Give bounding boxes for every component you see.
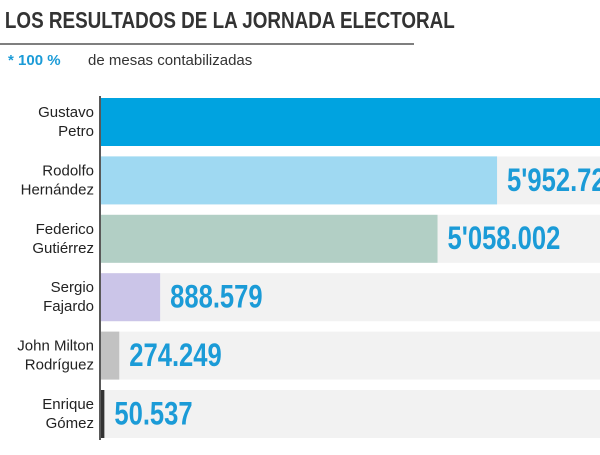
bar [101, 214, 438, 263]
value-label: 5'952.72 [507, 163, 600, 198]
row-background [101, 273, 600, 322]
value-label: 5'058.002 [448, 222, 561, 257]
bar [101, 273, 161, 322]
category-label: Rodolfo [42, 162, 94, 179]
category-label: John Milton [17, 338, 94, 355]
category-label: Hernández [21, 181, 94, 198]
category-label: Gómez [46, 415, 94, 432]
bar [101, 390, 105, 438]
category-label: Fajardo [43, 298, 94, 315]
category-label: Sergio [51, 279, 94, 296]
value-label: 888.579 [170, 280, 263, 315]
bar [101, 98, 600, 146]
category-label: Gustavo [38, 104, 94, 121]
bar [101, 156, 498, 205]
bar [101, 331, 120, 380]
category-label: Enrique [42, 396, 94, 413]
row-background [101, 331, 600, 380]
subtitle-highlight: * 100 % [8, 52, 61, 69]
chart-title: LOS RESULTADOS DE LA JORNADA ELECTORAL [5, 8, 455, 33]
category-label: Federico [36, 221, 94, 238]
category-label: Gutiérrez [32, 240, 94, 257]
value-label: 274.249 [129, 338, 222, 373]
subtitle: de mesas contabilizadas [88, 52, 252, 69]
value-label: 50.537 [114, 397, 192, 432]
category-label: Petro [58, 123, 94, 140]
row-background [101, 390, 600, 438]
category-label: Rodríguez [25, 357, 94, 374]
